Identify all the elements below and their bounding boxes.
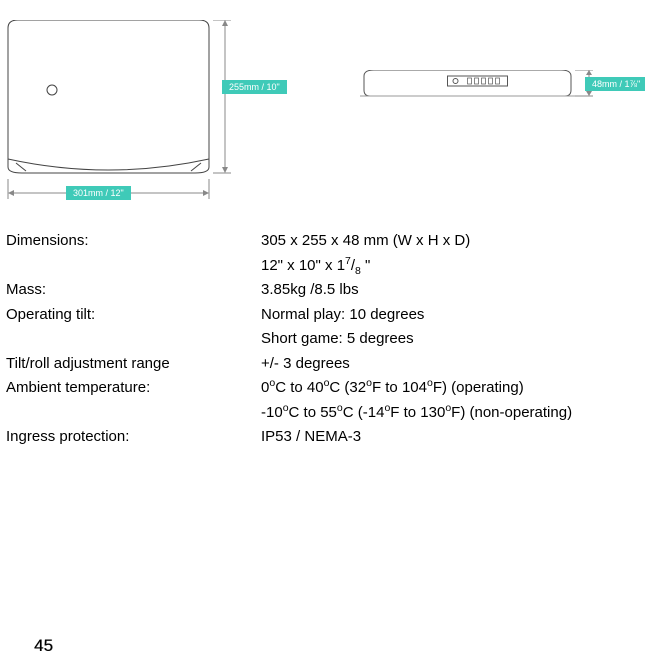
spec-label: Dimensions: [6,230,261,253]
depth-dimension-label: 48mm / 1⅞" [585,77,645,91]
spec-label: Tilt/roll adjustment range [6,353,261,376]
spec-row: Ingress protection:IP53 / NEMA-3 [6,426,645,449]
page-number: 45 [34,636,53,656]
spec-value: 12" x 10" x 17/8 " [261,255,645,278]
spec-label: Operating tilt: [6,304,261,327]
spec-label: Ingress protection: [6,426,261,449]
spec-row: Operating tilt:Normal play: 10 degrees [6,304,645,327]
spec-value: 3.85kg /8.5 lbs [261,279,645,302]
side-view-diagram [360,70,605,110]
spec-label: Ambient temperature: [6,377,261,400]
spec-row: -10oC to 55oC (-14oF to 130oF) (non-oper… [6,402,645,425]
width-dimension-label: 301mm / 12" [66,186,131,200]
spec-label [6,255,261,278]
spec-label [6,402,261,425]
spec-value: IP53 / NEMA-3 [261,426,645,449]
spec-row: 12" x 10" x 17/8 " [6,255,645,278]
spec-row: Mass:3.85kg /8.5 lbs [6,279,645,302]
spec-row: Tilt/roll adjustment range+/- 3 degrees [6,353,645,376]
spec-row: Dimensions:305 x 255 x 48 mm (W x H x D) [6,230,645,253]
spec-value: Short game: 5 degrees [261,328,645,351]
spec-value: -10oC to 55oC (-14oF to 130oF) (non-oper… [261,402,645,425]
top-view-diagram [6,20,246,214]
spec-value: 0oC to 40oC (32oF to 104oF) (operating) [261,377,645,400]
spec-table: Dimensions:305 x 255 x 48 mm (W x H x D)… [6,230,645,449]
spec-label: Mass: [6,279,261,302]
spec-label [6,328,261,351]
spec-value: 305 x 255 x 48 mm (W x H x D) [261,230,645,253]
spec-row: Short game: 5 degrees [6,328,645,351]
spec-value: Normal play: 10 degrees [261,304,645,327]
height-dimension-label: 255mm / 10" [222,80,287,94]
diagram-area: 301mm / 12" 255mm / 10" 48mm / 1⅞" [0,0,645,210]
spec-value: +/- 3 degrees [261,353,645,376]
spec-row: Ambient temperature:0oC to 40oC (32oF to… [6,377,645,400]
